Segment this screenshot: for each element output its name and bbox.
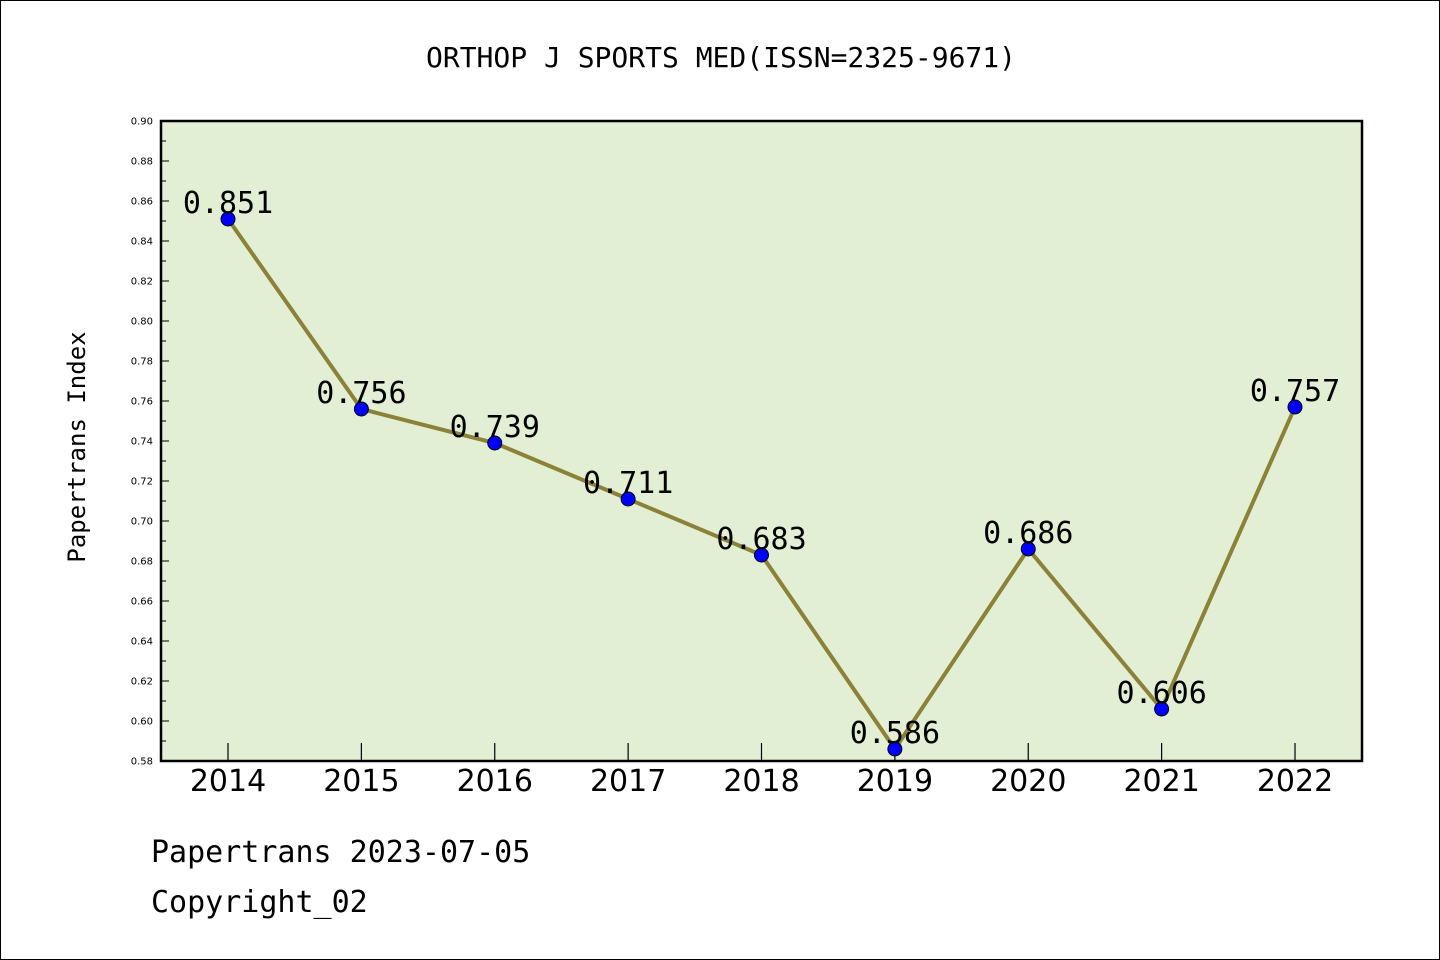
y-tick-label: 0.62: [131, 677, 153, 688]
x-tick-label: 2020: [990, 764, 1066, 799]
y-tick-label: 0.58: [131, 757, 153, 768]
y-tick-label: 0.80: [131, 317, 153, 328]
y-tick-label: 0.88: [131, 157, 153, 168]
footer-date: Papertrans 2023-07-05: [151, 835, 531, 870]
plot-area: [159, 119, 1364, 763]
y-tick-label: 0.64: [131, 637, 153, 648]
data-point: [1287, 399, 1303, 415]
data-label: 0.757: [1250, 374, 1340, 409]
y-tick-label: 0.78: [131, 357, 153, 368]
x-tick-label: 2017: [590, 764, 666, 799]
y-tick-label: 0.90: [131, 117, 153, 128]
data-point: [620, 491, 636, 507]
x-tick-label: 2014: [190, 764, 266, 799]
data-point: [754, 547, 769, 563]
data-point: [1020, 541, 1036, 557]
data-label: 0.756: [316, 376, 406, 411]
y-tick-label: 0.70: [131, 517, 153, 528]
y-tick-label: 0.84: [131, 237, 153, 248]
data-point: [1154, 701, 1170, 717]
y-tick-label: 0.68: [131, 557, 153, 568]
data-label: 0.739: [450, 410, 540, 445]
y-axis: 0.58 0.60 0.62 0.64 0.66 0.68 0.70 0.72 0.74 0.76…: [131, 117, 169, 768]
y-tick-label: 0.86: [131, 197, 153, 208]
y-axis-label: Papertrans Index: [63, 331, 91, 562]
x-tick-label: 2021: [1123, 764, 1199, 799]
data-label: 0.586: [850, 716, 940, 751]
data-point: [487, 435, 503, 451]
x-tick-label: 2019: [857, 764, 933, 799]
y-tick-label: 0.76: [131, 397, 153, 408]
series-markers: [220, 211, 1303, 757]
data-point: [353, 401, 369, 417]
y-tick-label: 0.60: [131, 717, 153, 728]
y-tick-label: 0.82: [131, 277, 153, 288]
chart-title: ORTHOP J SPORTS MED(ISSN=2325-9671): [426, 41, 1016, 74]
y-tick-label: 0.72: [131, 477, 153, 488]
data-label: 0.851: [183, 186, 273, 221]
x-tick-label: 2015: [323, 764, 399, 799]
x-tick-label: 2022: [1257, 764, 1333, 799]
data-label: 0.606: [1116, 676, 1206, 711]
data-point: [887, 741, 903, 757]
x-axis: 2014 2015 2016 2017 2018 2019 2020 2021 2022: [190, 743, 1333, 799]
data-label: 0.686: [983, 516, 1073, 551]
data-labels: 0.851 0.756 0.739 0.711 0.683 0.586 0.686 0.606…: [183, 186, 1340, 751]
y-tick-label: 0.74: [131, 437, 153, 448]
x-tick-label: 2016: [457, 764, 533, 799]
data-label: 0.711: [583, 466, 673, 501]
footer-copyright: Copyright_02: [151, 885, 368, 920]
data-label: 0.683: [716, 522, 806, 557]
y-tick-label: 0.66: [131, 597, 153, 608]
x-tick-label: 2018: [723, 764, 799, 799]
data-point: [220, 211, 236, 227]
